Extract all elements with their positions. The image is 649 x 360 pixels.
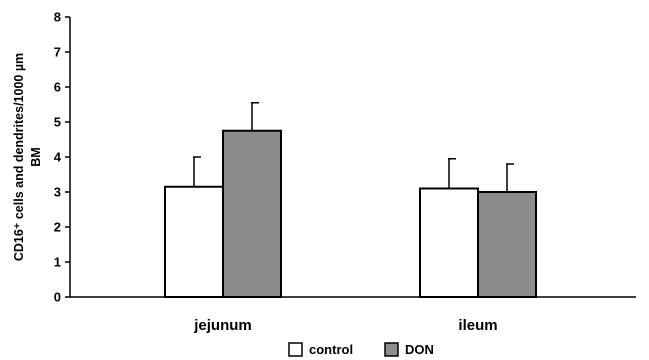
y-tick-label: 5	[54, 115, 61, 130]
y-tick-label: 0	[54, 290, 61, 305]
legend-swatch-control	[288, 342, 303, 357]
y-tick-label: 8	[54, 10, 61, 25]
y-tick-label: 1	[54, 255, 61, 270]
bar-DON-ileum	[477, 191, 537, 298]
y-tick-label: 2	[54, 220, 61, 235]
y-axis-label-line1: CD16⁺ cells and dendrites/1000 µm	[12, 53, 26, 261]
category-label-ileum: ileum	[458, 317, 497, 334]
y-axis-label-line2: BM	[29, 147, 43, 166]
y-tick-label: 7	[54, 45, 61, 60]
legend: control DON	[288, 342, 434, 357]
bar-DON-jejunum	[222, 129, 282, 298]
x-axis-categories: jejunum ileum	[193, 317, 497, 334]
y-axis-ticks: 0 1 2 3 4 5 6 7 8	[54, 10, 70, 305]
legend-label-control: control	[309, 342, 353, 357]
y-tick-label: 6	[54, 80, 61, 95]
bar-control-jejunum	[164, 185, 224, 298]
bars	[164, 102, 537, 298]
category-label-jejunum: jejunum	[193, 317, 252, 334]
axes	[69, 17, 636, 298]
y-axis-label: CD16⁺ cells and dendrites/1000 µm BM	[12, 53, 43, 261]
y-tick-label: 4	[54, 150, 62, 165]
legend-label-DON: DON	[405, 342, 434, 357]
legend-swatch-DON	[384, 342, 399, 357]
bar-control-ileum	[419, 187, 479, 298]
y-tick-label: 3	[54, 185, 61, 200]
